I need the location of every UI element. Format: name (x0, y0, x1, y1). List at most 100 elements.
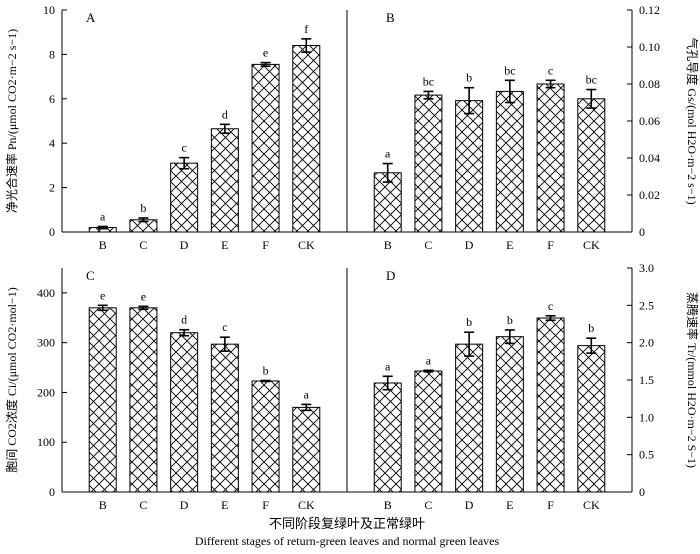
error-bar-a-c (138, 217, 149, 223)
panel-b: 0 0.02 0.04 0.06 0.08 0.10 0.12 a Bbc Cb Dbc Ec Fbc… (346, 3, 700, 252)
x-tick-label-c-d: D (180, 498, 189, 512)
panel-b-bars: a Bbc Cb Dbc Ec Fbc CK (373, 63, 606, 252)
significance-letter-c-ck: a (304, 387, 310, 401)
x-tick-label-c-b: B (99, 498, 107, 512)
panel-b-label: B (386, 10, 395, 25)
bar-b-f (536, 83, 565, 233)
panel-d-ylabel: 蒸腾速率 Tr/(mmol H2O·m−2 S−1) (685, 292, 700, 468)
panel-d-y-ticks: 0 0.5 1.0 1.5 2.0 2.5 3.0 (627, 261, 654, 499)
x-tick-label-d-d: D (465, 498, 474, 512)
panel-d-ytick-label: 1.0 (639, 410, 654, 424)
significance-letter-b-b: a (385, 147, 391, 161)
bar-c-b (88, 307, 117, 493)
panel-d-ytick-label: 2.0 (639, 336, 654, 350)
x-tick-label-b-f: F (547, 238, 554, 252)
panel-a: 0 2 4 6 8 10 a Bb Cc Dd Ee Ff CK A 净光合速率 Pn/(μmol C… (4, 3, 347, 252)
error-bar-a-ck (301, 38, 312, 53)
panel-d-ytick-label: 1.5 (639, 373, 654, 387)
bar-a-d (170, 162, 199, 233)
x-tick-label-c-ck: CK (298, 498, 315, 512)
panel-c-ytick-label: 0 (49, 485, 55, 499)
error-bar-a-f (260, 61, 271, 67)
x-tick-label-a-f: F (262, 238, 269, 252)
error-bar-b-ck (586, 88, 597, 109)
significance-letter-c-d: d (181, 313, 187, 327)
panel-d-bars: a a b b c b (373, 299, 606, 493)
x-tick-label-d-e: E (506, 498, 513, 512)
significance-letter-b-f: c (548, 63, 553, 77)
error-bar-d-f (545, 314, 556, 322)
error-bar-a-e (219, 123, 230, 135)
panel-c-ytick-label: 400 (37, 286, 55, 300)
panel-c: 0 100 200 300 400 e e d c b a B C D E F CK C 胞间 CO2浓度 … (4, 268, 347, 512)
panel-b-ytick-label: 0 (639, 225, 645, 239)
error-bar-c-b (97, 304, 108, 312)
panel-d-ytick-label: 0.5 (639, 448, 654, 462)
panel-c-ytick-label: 300 (37, 336, 55, 350)
x-tick-label-a-e: E (221, 238, 228, 252)
error-bar-c-ck (301, 403, 312, 412)
x-tick-label-b-e: E (506, 238, 513, 252)
panel-b-y-ticks: 0 0.02 0.04 0.06 0.08 0.10 0.12 (627, 3, 660, 239)
error-bar-c-d (179, 328, 190, 337)
x-tick-label-d-b: B (384, 498, 392, 512)
significance-letter-d-c: a (426, 353, 432, 367)
significance-letter-c-c: e (141, 289, 146, 303)
panel-d-ytick-label: 2.5 (639, 298, 654, 312)
panel-d: 0 0.5 1.0 1.5 2.0 2.5 3.0 a a b b c b B C D E F CK D 蒸腾速… (346, 261, 700, 512)
panel-a-ytick-label: 8 (49, 47, 55, 61)
x-tick-label-b-b: B (384, 238, 392, 252)
x-tick-label-a-ck: CK (298, 238, 315, 252)
panel-a-ytick-label: 0 (49, 225, 55, 239)
panel-a-ytick-label: 2 (49, 181, 55, 195)
bar-d-b (373, 382, 402, 493)
bar-d-ck (577, 345, 606, 493)
error-bar-a-d (179, 156, 190, 170)
bar-c-c (129, 307, 158, 493)
significance-letter-a-ck: f (304, 22, 308, 36)
significance-letter-b-e: bc (504, 63, 515, 77)
panel-c-bars: e e d c b a (88, 288, 321, 493)
bar-a-e (210, 128, 239, 233)
x-tick-label-c-f: F (262, 498, 269, 512)
panel-d-ytick-label: 0 (639, 485, 645, 499)
error-bar-b-b (382, 162, 393, 183)
panel-c-ylabel: 胞间 CO2浓度 Ci/(μmol CO2·mol−1) (4, 287, 19, 473)
bar-b-d (455, 100, 484, 233)
significance-letter-b-d: b (466, 71, 472, 85)
x-tick-label-c-c: C (139, 498, 147, 512)
significance-letter-b-c: bc (423, 74, 434, 88)
x-tick-label-b-c: C (424, 238, 432, 252)
bar-b-c (414, 94, 443, 233)
error-bar-d-ck (586, 337, 597, 354)
bar-a-ck (292, 45, 321, 233)
panel-b-ylabel: 气孔导度 Gs/(mol H2O·m−2 s−1) (685, 37, 700, 204)
error-bar-b-c (423, 90, 434, 100)
panel-d-x-ticks: B C D E F CK (384, 498, 600, 512)
x-axis-label-chinese: 不同阶段复绿叶及正常绿叶 (269, 516, 425, 531)
error-bar-c-f (260, 379, 271, 383)
error-bar-b-f (545, 79, 556, 89)
bar-c-e (210, 343, 239, 493)
panel-a-ytick-label: 6 (49, 92, 55, 106)
panel-c-label: C (86, 268, 95, 283)
panel-a-y-ticks: 0 2 4 6 8 10 (43, 3, 67, 239)
significance-letter-c-b: e (100, 288, 105, 302)
panel-a-bars: a Bb Cc Dd Ee Ff CK (88, 22, 321, 252)
error-bar-a-b (97, 225, 108, 230)
error-bar-d-e (504, 329, 515, 345)
significance-letter-a-b: a (100, 209, 106, 223)
x-tick-label-c-e: E (221, 498, 228, 512)
bar-b-ck (577, 98, 606, 233)
significance-letter-c-f: b (263, 363, 269, 377)
bar-d-e (495, 336, 524, 493)
x-axis-label-english: Different stages of return-green leaves … (195, 534, 500, 548)
significance-letter-a-e: d (222, 107, 228, 121)
significance-letter-d-f: c (548, 299, 553, 313)
panel-b-ytick-label: 0.04 (639, 151, 660, 165)
significance-letter-b-ck: bc (586, 73, 597, 87)
significance-letter-c-e: c (222, 320, 227, 334)
panel-b-ytick-label: 0.08 (639, 77, 660, 91)
significance-letter-d-d: b (466, 315, 472, 329)
